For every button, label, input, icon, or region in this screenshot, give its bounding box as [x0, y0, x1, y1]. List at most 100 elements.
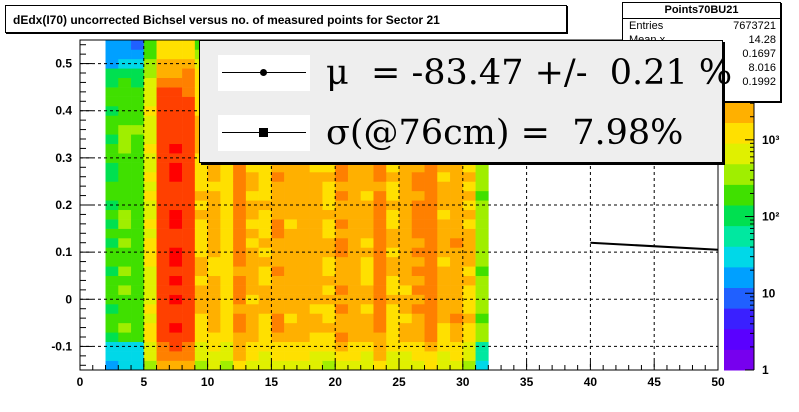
heatmap-cell [220, 275, 234, 286]
heatmap-cell [462, 285, 476, 295]
heatmap-cell [386, 181, 400, 192]
heatmap-cell [450, 238, 464, 248]
heatmap-cell [156, 294, 170, 305]
heatmap-cell [156, 162, 170, 173]
heatmap-cell [309, 219, 323, 229]
heatmap-cell [475, 275, 489, 286]
heatmap-cell [131, 124, 145, 135]
heatmap-cell [309, 190, 323, 201]
heatmap-cell [309, 332, 323, 343]
heatmap-cell [399, 285, 413, 295]
heatmap-cell [220, 162, 234, 173]
heatmap-cell [462, 351, 476, 361]
heatmap-cell [411, 172, 425, 182]
heatmap-cell [143, 294, 157, 305]
x-tick-label: 10 [201, 375, 215, 389]
heatmap-cell [296, 256, 310, 267]
heatmap-cell [284, 313, 298, 324]
heatmap-cell [347, 275, 362, 286]
heatmap-cell [373, 238, 387, 248]
heatmap-cell [105, 134, 119, 145]
heatmap-cell [309, 181, 323, 192]
heatmap-cell [347, 285, 362, 295]
heatmap-cell [386, 332, 400, 343]
heatmap-cell [462, 181, 476, 192]
heatmap-cell [424, 285, 438, 295]
heatmap-cell [169, 294, 183, 305]
heatmap-cell [450, 285, 464, 295]
heatmap-cell [437, 322, 451, 333]
heatmap-cell [360, 351, 374, 361]
heatmap-cell [437, 200, 451, 211]
heatmap-cell [156, 200, 170, 211]
heatmap-cell [131, 200, 145, 211]
heatmap-cell [284, 256, 298, 267]
legend-text: μ = -83.47 +/- 0.21 % [326, 53, 733, 93]
fit-series [590, 241, 719, 251]
heatmap-cell [360, 200, 374, 211]
heatmap-cell [411, 219, 425, 229]
legend-marker-square [218, 115, 310, 151]
heatmap-cell [194, 313, 208, 324]
heatmap-cell [462, 190, 476, 201]
heatmap-cell [424, 304, 438, 314]
heatmap-cell [194, 275, 208, 286]
heatmap-cell [105, 304, 119, 314]
heatmap-cell [169, 351, 183, 361]
heatmap-cell [386, 190, 400, 201]
heatmap-cell [309, 313, 323, 324]
heatmap-cell [169, 209, 183, 220]
heatmap-cell [450, 219, 464, 229]
chart-title: dEdx(I70) uncorrected Bichsel versus no.… [5, 5, 567, 33]
heatmap-cell [118, 228, 132, 239]
heatmap-cell [271, 219, 285, 229]
heatmap-cell [143, 219, 157, 229]
heatmap-cell [156, 341, 170, 352]
heatmap-cell [347, 247, 362, 258]
heatmap-cell [475, 266, 489, 277]
heatmap-cell [131, 341, 145, 352]
heatmap-cell [105, 115, 119, 126]
heatmap-cell [399, 190, 413, 201]
heatmap-cell [118, 181, 132, 192]
heatmap-cell [373, 360, 387, 371]
heatmap-cell [233, 238, 247, 248]
heatmap-cell [105, 40, 119, 50]
legend-entry-sigma: σ(@76cm) = 7.98% [216, 109, 716, 159]
heatmap-cell [131, 153, 145, 163]
heatmap-cell [411, 322, 425, 333]
heatmap-cell [207, 332, 221, 343]
heatmap-cell [437, 360, 451, 371]
heatmap-cell [156, 40, 170, 50]
heatmap-cell [143, 87, 157, 97]
heatmap-cell [399, 238, 413, 248]
heatmap-cell [296, 266, 310, 277]
heatmap-cell [450, 162, 464, 173]
heatmap-cell [271, 322, 285, 333]
heatmap-cell [156, 322, 170, 333]
heatmap-cell [322, 332, 336, 343]
stats-row: Entries 7673721 [623, 19, 780, 33]
heatmap-cell [169, 143, 183, 154]
heatmap-cell [105, 228, 119, 239]
heatmap-cell [475, 351, 489, 361]
heatmap-cell [131, 77, 145, 88]
heatmap-cell [335, 322, 349, 333]
heatmap-cell [322, 313, 336, 324]
x-tick-label: 50 [711, 375, 725, 389]
heatmap-cell [143, 351, 157, 361]
heatmap-cell [118, 96, 132, 107]
heatmap-cell [271, 285, 285, 295]
heatmap-cell [156, 190, 170, 201]
heatmap-cell [233, 256, 247, 267]
heatmap-cell [475, 360, 489, 371]
heatmap-cell [360, 219, 374, 229]
heatmap-cell [373, 181, 387, 192]
heatmap-cell [169, 162, 183, 173]
heatmap-cell [450, 266, 464, 277]
palette-swatch [724, 143, 754, 165]
heatmap-cell [335, 360, 349, 371]
heatmap-cell [143, 228, 157, 239]
heatmap-cell [245, 181, 259, 192]
heatmap-cell [258, 294, 272, 305]
